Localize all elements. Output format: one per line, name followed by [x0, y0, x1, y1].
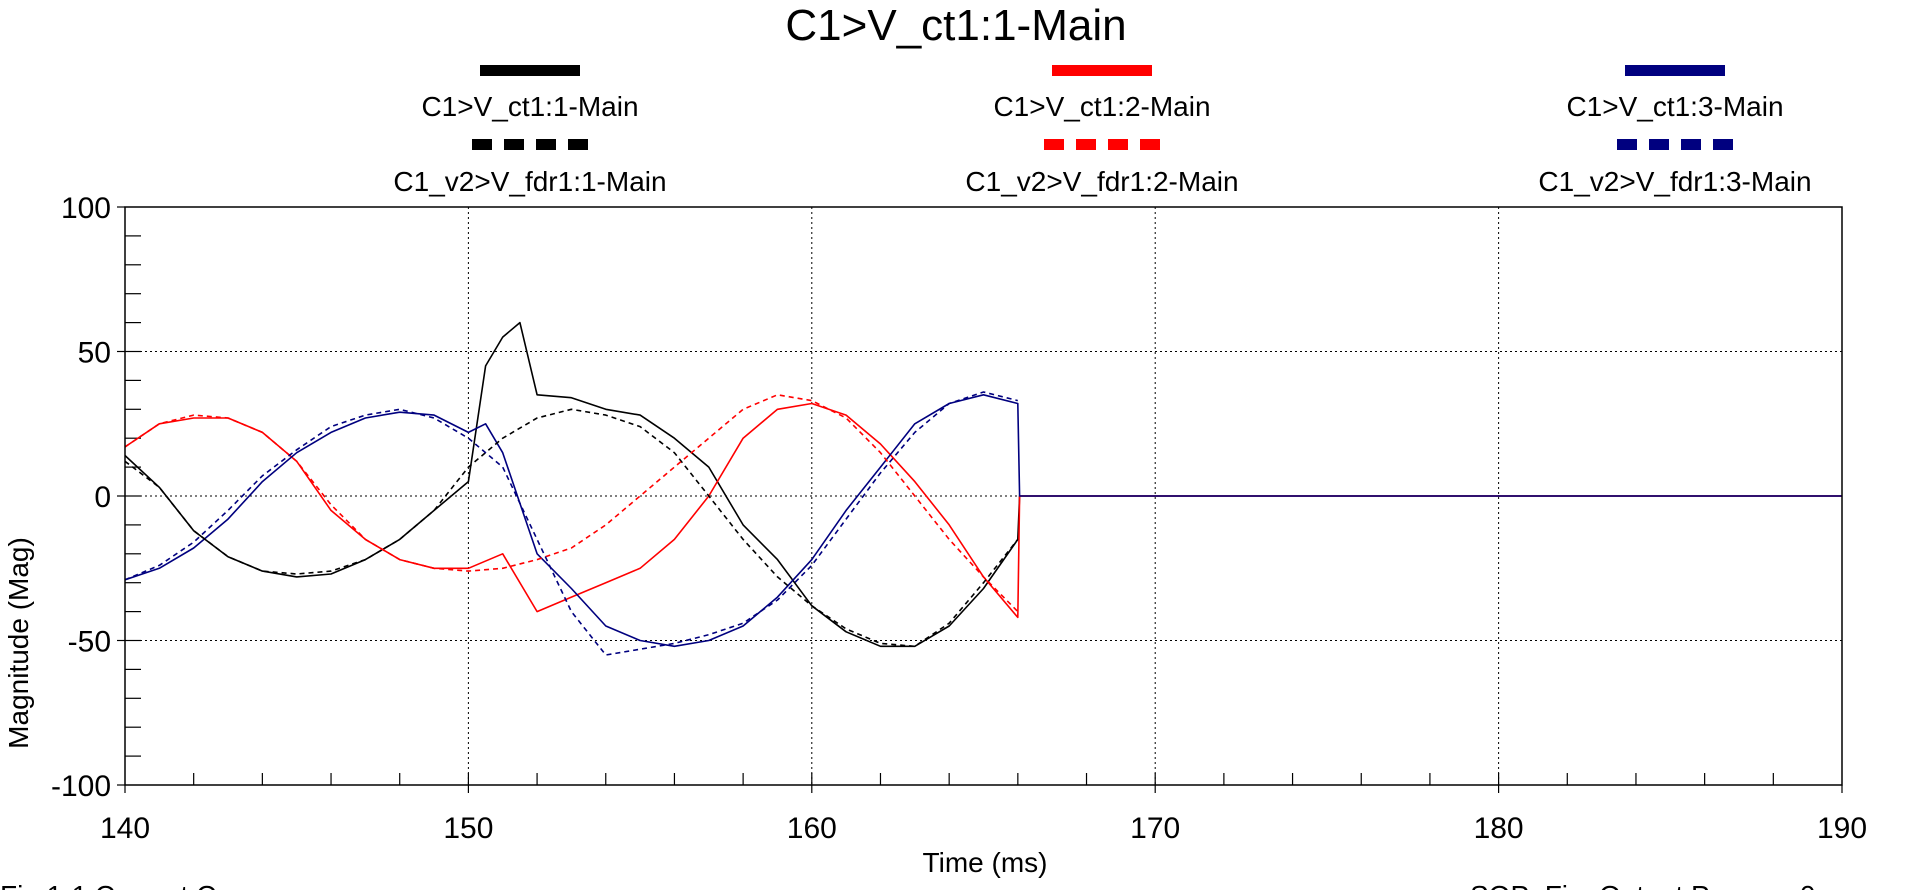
legend-swatch: [1617, 139, 1637, 150]
series-line: [124, 408, 1019, 648]
y-tick-label: -50: [68, 626, 111, 659]
minor-ticks: [125, 235, 1774, 785]
footer-left-caption: Fig:1-1 Current Curve: [0, 880, 271, 890]
legend-swatch: [1625, 65, 1725, 76]
series-layer: [124, 321, 1842, 656]
legend-swatch: [1108, 139, 1128, 150]
legend-swatch: [504, 139, 524, 150]
footer-right-caption: SOP_Fig_Output Process 0: [1470, 880, 1816, 890]
series-line: [124, 321, 1842, 648]
x-axis-label: Time (ms): [923, 847, 1048, 878]
legend-swatch: [536, 139, 556, 150]
series-line: [124, 402, 1842, 619]
legend-swatch: [1140, 139, 1160, 150]
legend-swatch: [480, 65, 580, 76]
series-line: [124, 393, 1019, 613]
x-tick-label: 160: [787, 812, 837, 845]
y-axis-label: Magnitude (Mag): [3, 537, 34, 749]
chart-title: C1>V_ct1:1-Main: [785, 1, 1126, 50]
tick-labels: 140 150 160 170 180 190 100 50 0 -50 -100: [51, 192, 1867, 845]
x-tick-label: 170: [1130, 812, 1180, 845]
legend-label: C1_v2>V_fdr1:3-Main: [1538, 166, 1811, 197]
y-tick-label: 0: [94, 481, 111, 514]
legend-swatch: [472, 139, 492, 150]
y-tick-label: 50: [78, 337, 111, 370]
x-tick-label: 190: [1817, 812, 1867, 845]
y-tick-label: 100: [61, 192, 111, 225]
x-tick-label: 180: [1474, 812, 1524, 845]
legend-swatch: [1713, 139, 1733, 150]
series-line: [124, 393, 1842, 648]
legend-label: C1_v2>V_fdr1:2-Main: [965, 166, 1238, 197]
x-tick-label: 150: [443, 812, 493, 845]
legend-label: C1_v2>V_fdr1:1-Main: [393, 166, 666, 197]
y-tick-label: -100: [51, 770, 111, 803]
x-tick-label: 140: [100, 812, 150, 845]
legend-swatch: [1052, 65, 1152, 76]
legend-label: C1>V_ct1:3-Main: [1566, 91, 1783, 122]
legend-label: C1>V_ct1:1-Main: [421, 91, 638, 122]
legend-swatch: [1044, 139, 1064, 150]
legend: C1>V_ct1:1-Main C1>V_ct1:2-Main C1>V_ct1:3…: [393, 65, 1812, 197]
series-line: [124, 391, 1018, 656]
legend-swatch: [568, 139, 588, 150]
legend-swatch: [1076, 139, 1096, 150]
legend-swatch: [1681, 139, 1701, 150]
legend-label: C1>V_ct1:2-Main: [993, 91, 1210, 122]
legend-swatch: [1649, 139, 1669, 150]
